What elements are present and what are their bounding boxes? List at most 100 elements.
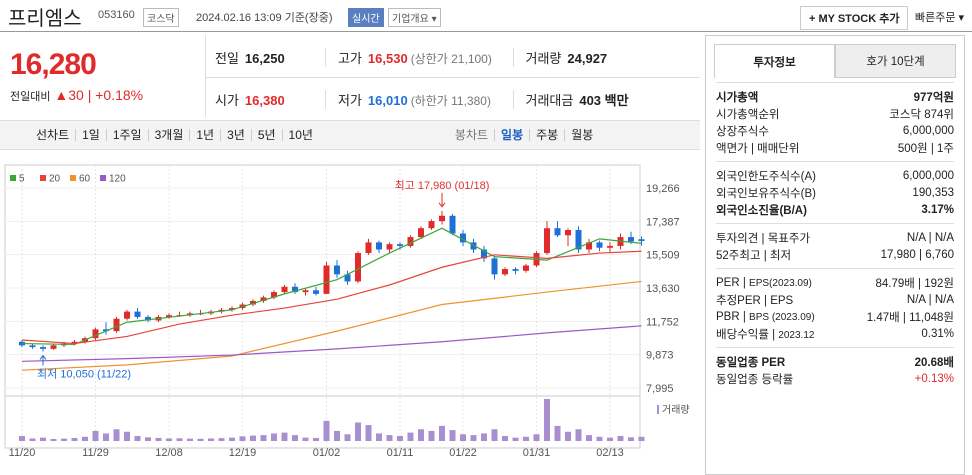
candle-body: [355, 253, 361, 282]
volume-bar: [512, 437, 519, 441]
info-label: PER: [716, 276, 740, 289]
candle-body: [271, 292, 277, 298]
info-value: 977억원: [913, 91, 954, 104]
volume-bar: [439, 425, 445, 441]
info-group: 투자의견 | 목표주가 N/A | N/A 52주최고 | 최저 17,980 | 6…: [716, 223, 954, 268]
info-value-box: 190,353: [912, 187, 954, 199]
info-row: 투자의견 | 목표주가 N/A | N/A: [716, 229, 954, 246]
info-label-box: 동일업종 등락률: [716, 371, 793, 387]
low-arrow: [39, 354, 47, 366]
info-label-box: 액면가 | 매매단위: [716, 142, 800, 155]
tabs: 투자정보 호가 10단계: [714, 44, 956, 78]
info-value-box: 코스닥 874위: [889, 106, 954, 122]
overview-dropdown[interactable]: 기업개요 ▾: [388, 8, 441, 27]
period-button[interactable]: 10년: [281, 129, 319, 141]
info-value: 17,980: [880, 248, 916, 261]
candle-body: [460, 233, 466, 243]
line-chart-tab[interactable]: 선차트: [36, 128, 70, 142]
volume-bar: [250, 435, 256, 441]
info-label: 동일업종 PER: [716, 356, 786, 369]
candle-body: [628, 237, 634, 242]
quote-label: 저가: [338, 92, 362, 108]
period-button[interactable]: 3개월: [147, 129, 190, 141]
tab[interactable]: 호가 10단계: [835, 44, 956, 78]
ma-line: [21, 280, 642, 371]
period-button[interactable]: 3년: [220, 129, 251, 141]
quick-order-text: 빠른주문: [915, 12, 956, 24]
change: 전일대비 ▲30 | +0.18%: [10, 87, 144, 103]
period-button[interactable]: 1주일: [105, 129, 148, 141]
volume-bar: [155, 437, 162, 441]
info-label2: 최저: [769, 249, 792, 262]
info-row: PER | EPS(2023.09) 84.79배 | 192원: [716, 274, 954, 291]
info-label2: EPS(2023.09): [749, 277, 812, 289]
candle-period-button[interactable]: 주봉: [529, 129, 564, 141]
candle-period-button[interactable]: 일봉: [494, 129, 529, 141]
candle-chart-tab[interactable]: 봉차트: [454, 128, 489, 142]
legend-label: 60: [79, 174, 91, 185]
candle-body: [103, 329, 109, 332]
volume-bar: [40, 437, 46, 441]
x-tick-label: 01/22: [449, 447, 477, 459]
volume-bar: [554, 425, 561, 441]
candle-body: [596, 242, 603, 248]
quote-cell: 거래대금 403 백만: [512, 89, 701, 109]
volume-bar: [218, 438, 225, 441]
ma-line: [21, 227, 642, 346]
quote-value: 16,010: [367, 92, 408, 108]
volume-bar: [19, 435, 25, 441]
mystock-button[interactable]: + MY STOCK 추가: [800, 6, 909, 30]
volume-bar: [313, 437, 319, 441]
period-button[interactable]: 5년: [250, 129, 282, 141]
period-button[interactable]: 1년: [189, 129, 220, 141]
info-value2: 11,048원: [909, 311, 954, 324]
volume-bar: [334, 430, 340, 441]
info-label-box: 동일업종 PER: [716, 354, 785, 370]
candle-body: [575, 229, 582, 250]
tab[interactable]: 투자정보: [714, 44, 835, 78]
info-label: 동일업종 등락률: [716, 373, 794, 386]
info-row: 추정PER | EPS N/A | N/A: [716, 291, 954, 308]
plot-frame: [4, 164, 641, 449]
volume-bar: [187, 438, 193, 441]
info-value: 1.47배: [866, 311, 900, 324]
volume-bar: [596, 436, 603, 441]
volume-bar: [481, 433, 487, 441]
quote-label: 시가: [215, 92, 239, 108]
candle-body: [292, 286, 298, 293]
info-row: 동일업종 등락률 +0.13%: [716, 370, 954, 387]
volume-bar: [71, 437, 78, 441]
candle-body: [260, 297, 267, 301]
candle-body: [113, 318, 120, 332]
quick-order[interactable]: 빠른주문 ▾: [915, 12, 965, 24]
info-value: +0.13%: [914, 372, 954, 385]
volume-bar: [376, 433, 382, 441]
candle-period-button[interactable]: 월봉: [564, 129, 599, 141]
info-group: 시가총액 977억원 시가총액순위 코스닥 874위 상장주식수 6,000,000 액면가…: [716, 82, 954, 161]
info-value: N/A: [906, 231, 926, 244]
volume-bar: [281, 432, 288, 441]
volume-bar: [470, 435, 477, 441]
info-value2: 1주: [937, 142, 954, 155]
invest-panel: 투자정보 호가 10단계 시가총액 977억원 시가총액순위 코스닥 874위 상장주식수 6…: [705, 35, 965, 475]
quote-cell: 거래량 24,927: [512, 47, 701, 67]
info-label: 외국인보유주식수(B): [716, 187, 816, 200]
quote-cell: 저가 16,010 (하한가 11,380): [325, 89, 513, 109]
period-button[interactable]: 1일: [75, 129, 106, 141]
volume-bar: [229, 437, 235, 441]
info-value: 84.79배: [875, 277, 915, 290]
x-tick-label: 12/19: [229, 447, 257, 459]
info-label-box: 외국인보유주식수(B): [716, 185, 816, 201]
info-label-box: 상장주식수: [716, 123, 769, 139]
info-value-box: 1.47배 | 11,048원: [866, 311, 954, 324]
info-row: 시가총액 977억원: [716, 88, 954, 105]
quote-value: 16,380: [244, 92, 285, 108]
volume-bar: [323, 420, 330, 441]
info-row: 외국인소진율(B/A) 3.17%: [716, 201, 954, 218]
legend-swatch: [70, 175, 76, 181]
legend-label: 120: [109, 174, 126, 185]
info-label: PBR: [716, 310, 740, 323]
candle-body: [365, 242, 372, 254]
info-value: 20.68배: [914, 356, 954, 369]
